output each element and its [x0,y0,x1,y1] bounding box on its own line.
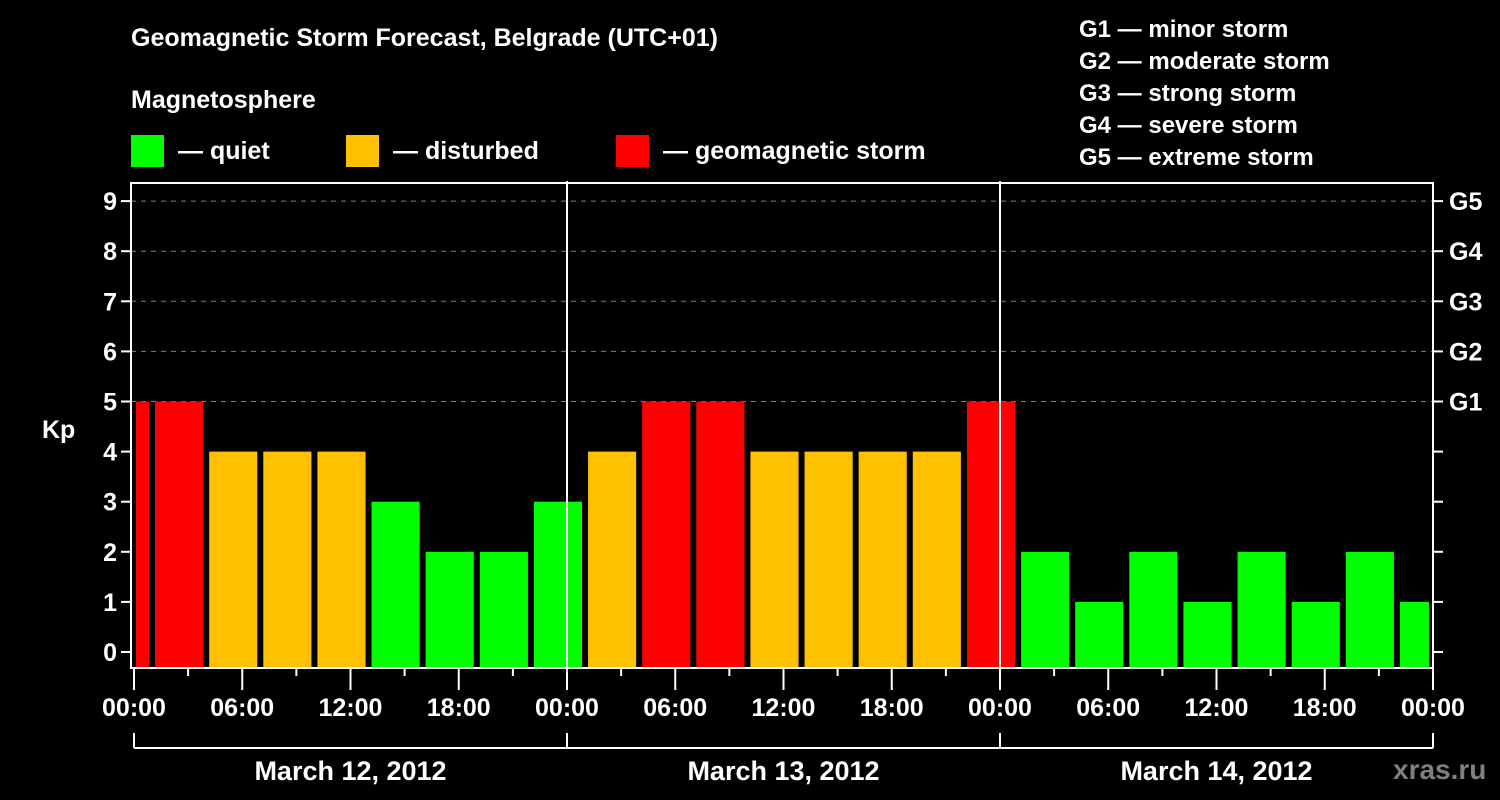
kp-bar-disturbed [804,451,853,668]
x-tick-label: 12:00 [752,694,816,722]
kp-bar-quiet [479,551,528,668]
kp-bar-disturbed [263,451,312,668]
y-tick-label: 5 [103,389,117,417]
y-tick-label: 8 [103,238,117,266]
kp-bar-quiet [1021,551,1070,668]
plot-frame [130,182,1434,669]
storm-swatch [616,135,649,167]
axis-labels: 0 1 2 3 4 5 6 7 8 9 G1 G2 G3 G4 G5 Kp 00:00 06:00 12:00 18:… [42,188,1482,786]
y-tick-label: 2 [103,539,117,567]
date-label: March 14, 2012 [1120,756,1312,786]
x-tick-label: 00:00 [102,694,166,722]
kp-bar-quiet [533,501,583,668]
kp-bar-disturbed [858,451,907,668]
grid-lines [131,200,1433,402]
chart-title: Geomagnetic Storm Forecast, Belgrade (UT… [131,24,718,52]
kp-bar-disturbed [317,451,366,668]
x-tick-label: 18:00 [1293,694,1357,722]
kp-bar-quiet [1237,551,1286,668]
kp-bar-storm [696,401,745,668]
g-scale-item: G1 — minor storm [1079,16,1289,43]
legend-disturbed-label: — disturbed [393,136,539,165]
x-tick-label: 06:00 [1076,694,1140,722]
y-tick-label: 6 [103,338,117,366]
x-tick-label: 18:00 [427,694,491,722]
kp-bar-storm [642,401,691,668]
axes [121,181,1443,749]
date-label: March 12, 2012 [254,756,446,786]
kp-bar-storm [136,401,150,668]
kp-bar-quiet [371,501,420,668]
g-scale-legend: G1 — minor storm G2 — moderate storm G3 … [1079,14,1330,174]
g-scale-item: G4 — severe storm [1079,112,1298,139]
kp-bar-disturbed [209,451,258,668]
kp-bar-quiet [1399,601,1429,668]
kp-bar-disturbed [750,451,799,668]
watermark: xras.ru [1393,754,1487,785]
legend-storm: — geomagnetic storm [616,135,926,167]
x-tick-label: 18:00 [860,694,924,722]
x-tick-label: 12:00 [1185,694,1249,722]
y-tick-label: 7 [103,288,117,316]
x-tick-label: 00:00 [535,694,599,722]
disturbed-swatch [346,135,379,167]
kp-bar-quiet [1183,601,1232,668]
y-tick-label: 0 [103,639,117,667]
x-tick-label: 06:00 [643,694,707,722]
x-tick-label: 00:00 [968,694,1032,722]
x-tick-label: 00:00 [1401,694,1465,722]
date-label: March 13, 2012 [687,756,879,786]
kp-bar-storm [155,401,204,668]
g-scale-label: G2 [1449,338,1482,366]
kp-bar-disturbed [912,451,961,668]
quiet-swatch [131,135,164,167]
kp-bar-disturbed [588,451,637,668]
kp-bar-quiet [1129,551,1178,668]
kp-bar-quiet [425,551,474,668]
legend-title: Magnetosphere [131,86,316,114]
legend-quiet-label: — quiet [178,136,270,165]
bars [136,401,1429,668]
g-scale-label: G4 [1449,238,1482,266]
g-scale-label: G3 [1449,288,1482,316]
kp-bar-storm [966,401,1016,668]
kp-bar-quiet [1345,551,1394,668]
y-tick-label: 3 [103,489,117,517]
kp-bar-quiet [1291,601,1340,668]
legend-quiet: — quiet [131,135,270,167]
g-scale-label: G1 [1449,389,1482,417]
legend-disturbed: — disturbed [346,135,539,167]
g-scale-item: G5 — extreme storm [1079,144,1314,171]
y-tick-label: 4 [103,439,117,467]
legend-storm-label: — geomagnetic storm [663,136,926,165]
kp-bar-quiet [1075,601,1124,668]
y-axis-label: Kp [42,416,75,444]
y-tick-label: 1 [103,589,117,617]
y-tick-label: 9 [103,188,117,216]
x-tick-label: 12:00 [319,694,383,722]
g-scale-item: G2 — moderate storm [1079,48,1330,75]
g-scale-label: G5 [1449,188,1482,216]
g-scale-item: G3 — strong storm [1079,80,1297,107]
x-tick-label: 06:00 [210,694,274,722]
